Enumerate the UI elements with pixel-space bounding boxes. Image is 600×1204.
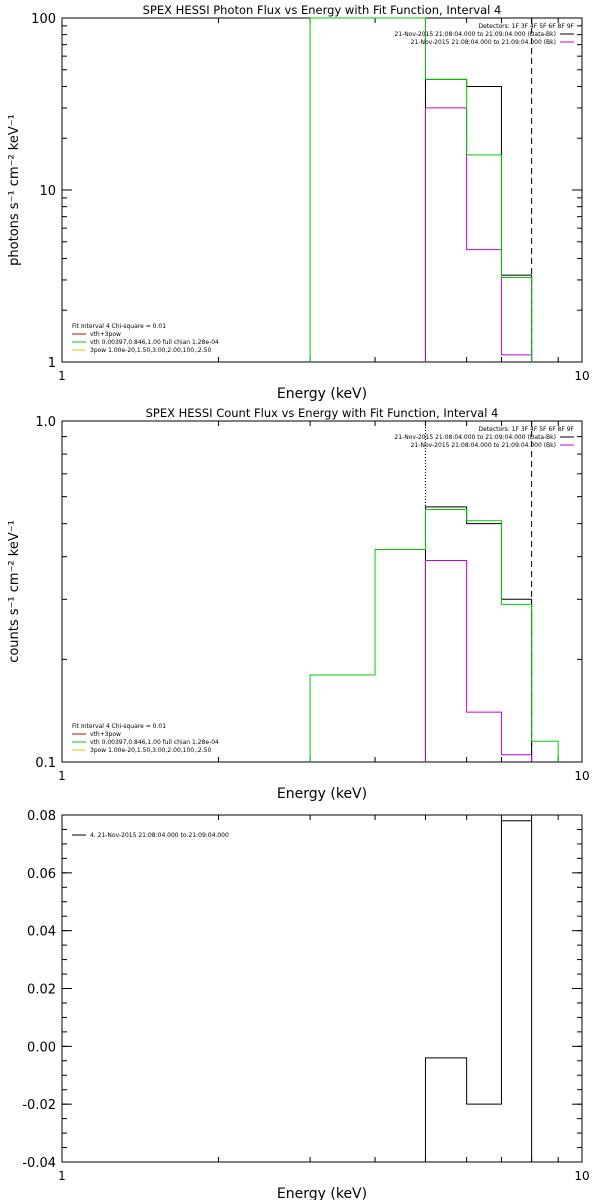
series-step-0: [424, 78, 533, 362]
y-tick-label: 1: [48, 356, 56, 371]
series-step-2: [309, 17, 533, 362]
plot-frame: [61, 17, 583, 363]
series-step-0: [424, 820, 533, 1162]
x-tick-label: 10: [574, 1169, 589, 1183]
y-tick-label: 1.0: [35, 415, 56, 430]
legend-left-entry: vth+3pow: [90, 331, 121, 338]
legend-left-entry: vth 0.00397,0.846,1.00 full chian 1.28e-…: [90, 339, 219, 346]
legend-left-entry: 4. 21-Nov-2015 21:08:04.000 to 21:09:04.…: [90, 832, 229, 839]
legend-right-entry: Detectors: 1F 3F 4F 5F 6F 8F 9F: [478, 23, 574, 30]
x-tick-label: 1: [58, 1169, 66, 1183]
legend-right-entry: 21-Nov-2015 21:08:04.000 to 21:09:04.000…: [394, 434, 556, 441]
legend-right-entry: 21-Nov-2015 21:08:04.000 to 21:09:04.000…: [411, 442, 556, 449]
legend-right-entry: 21-Nov-2015 21:08:04.000 to 21:09:04.000…: [411, 39, 556, 46]
y-tick-label: 0.04: [27, 925, 56, 940]
series-step-0: [424, 506, 533, 762]
legend-right-entry: 21-Nov-2015 21:08:04.000 to 21:09:04.000…: [394, 31, 556, 38]
y-tick-label: 0.1: [35, 756, 56, 771]
legend-left-entry: 3pow 1.00e-20,1.50,3.00,2.00,100.,2.50: [90, 747, 211, 754]
series-step-2: [309, 509, 559, 762]
x-tick-label: 1: [58, 769, 66, 783]
y-tick-label: 0.02: [27, 983, 56, 998]
y-axis-label: counts s⁻¹ cm⁻² keV⁻¹: [7, 520, 22, 663]
x-axis-label: Energy (keV): [277, 786, 367, 802]
legend-left-entry: 3pow 1.00e-20,1.50,3.00,2.00,100.,2.50: [90, 347, 211, 354]
legend-left-entry: vth 0.00397,0.846,1.00 full chian 1.28e-…: [90, 739, 219, 746]
x-axis-label: Energy (keV): [277, 1186, 367, 1200]
y-axis-label: photons s⁻¹ cm⁻² keV⁻¹: [7, 114, 22, 266]
y-tick-label: 10: [39, 184, 56, 199]
legend-left-entry: Fit Interval 4 Chi-square = 0.01: [72, 723, 166, 730]
y-tick-label: 0.08: [27, 809, 56, 824]
x-tick-label: 1: [58, 369, 66, 383]
x-tick-label: 10: [574, 369, 589, 383]
plot-frame: [61, 420, 583, 763]
y-tick-label: 0.00: [27, 1040, 56, 1055]
chart-title: SPEX HESSI Photon Flux vs Energy with Fi…: [143, 3, 502, 17]
series-step-1: [424, 559, 533, 762]
y-tick-label: 0.06: [27, 867, 56, 882]
series-step-1: [424, 107, 533, 362]
legend-left-entry: vth+3pow: [90, 731, 121, 738]
legend-right-entry: Detectors: 1F 3F 4F 5F 6F 8F 9F: [478, 426, 574, 433]
plot-frame: [61, 814, 583, 1163]
y-tick-label: 100: [31, 12, 56, 27]
y-tick-label: -0.04: [22, 1156, 56, 1171]
x-axis-label: Energy (keV): [277, 386, 367, 402]
x-tick-label: 10: [574, 769, 589, 783]
chart-title: SPEX HESSI Count Flux vs Energy with Fit…: [146, 406, 499, 420]
legend-left-entry: Fit Interval 4 Chi-square = 0.01: [72, 323, 166, 330]
y-tick-label: -0.02: [22, 1098, 56, 1113]
